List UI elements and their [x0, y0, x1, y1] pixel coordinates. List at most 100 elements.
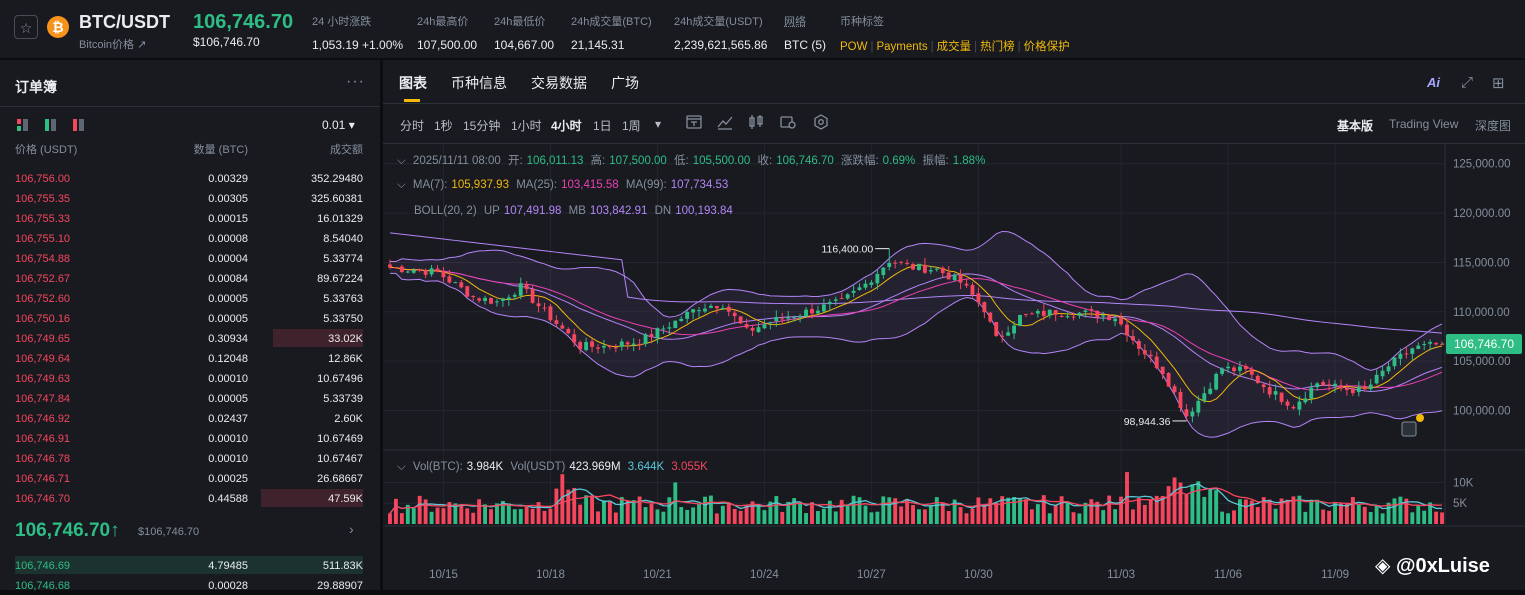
ask-row[interactable]: 106,749.63 0.00010 10.67496: [0, 368, 380, 388]
ask-price: 106,752.60: [15, 293, 71, 305]
mid-price-row[interactable]: 106,746.70↑ $106,746.70: [15, 520, 199, 542]
more-options-icon[interactable]: ···: [346, 73, 365, 90]
ask-price: 106,746.92: [15, 413, 71, 425]
expand-icon[interactable]: ⤢: [1461, 74, 1474, 91]
ai-assistant-icon[interactable]: Ai: [1427, 75, 1440, 90]
stat-label: 币种标签: [840, 16, 884, 28]
chevron-right-icon[interactable]: ›: [349, 521, 354, 537]
layout-icon[interactable]: ⊞: [1492, 75, 1505, 92]
volume-bar: [405, 504, 410, 524]
candle-body: [1024, 313, 1028, 315]
interval-1w[interactable]: 1周: [622, 119, 641, 133]
view-depth[interactable]: 深度图: [1475, 119, 1512, 133]
ask-row[interactable]: 106,750.16 0.00005 5.33750: [0, 308, 380, 328]
ask-row[interactable]: 106,752.60 0.00005 5.33763: [0, 288, 380, 308]
interval-1h[interactable]: 1小时: [511, 119, 542, 133]
legend-collapse-icon[interactable]: ⌵: [397, 155, 406, 167]
interval-15m[interactable]: 15分钟: [463, 119, 501, 133]
ask-total: 352.29480: [311, 173, 363, 185]
volume-bar: [732, 508, 737, 524]
ask-row[interactable]: 106,752.67 0.00084 89.67224: [0, 268, 380, 288]
ask-row[interactable]: 106,749.65 0.30934 33.02K: [0, 328, 380, 348]
interval-1d[interactable]: 1日: [593, 119, 612, 133]
book-mode-bids-icon[interactable]: [45, 119, 56, 131]
legend-collapse-icon[interactable]: ⌵: [397, 461, 406, 473]
tag-pow[interactable]: POW: [840, 41, 868, 53]
tab-chart[interactable]: 图表: [399, 75, 427, 91]
scroll-to-latest-icon[interactable]: [1401, 421, 1417, 437]
interval-time[interactable]: 分时: [400, 119, 425, 133]
bid-row[interactable]: 106,746.68 0.00028 29.88907: [0, 575, 380, 595]
tag-hot[interactable]: 热门榜: [980, 41, 1015, 53]
depth-bar: [273, 329, 363, 347]
interval-more-chevron-icon[interactable]: ▾: [655, 117, 662, 131]
volume-bar: [940, 502, 945, 524]
volume-bar: [429, 511, 434, 524]
volume-bar: [750, 501, 755, 524]
pair-title[interactable]: BTC/USDT: [79, 12, 170, 32]
ask-row[interactable]: 106,746.92 0.02437 2.60K: [0, 408, 380, 428]
bid-row[interactable]: 106,746.69 4.79485 511.83K: [0, 555, 380, 575]
legend-collapse-icon[interactable]: ⌵: [397, 179, 406, 191]
extreme-price-annotation: 116,400.00: [821, 244, 873, 256]
view-basic[interactable]: 基本版: [1337, 119, 1374, 133]
coin-price-link[interactable]: Bitcoin价格 ↗: [79, 39, 147, 51]
tag-volume[interactable]: 成交量: [936, 41, 972, 53]
ask-row[interactable]: 106,747.84 0.00005 5.33739: [0, 388, 380, 408]
indicator-settings-icon[interactable]: [685, 113, 703, 131]
active-tab-indicator: [404, 99, 420, 102]
candle-body: [720, 307, 725, 309]
volume-bar: [1380, 513, 1385, 524]
candle-type-icon[interactable]: [747, 113, 765, 131]
boll-band-fill: [389, 231, 1443, 438]
ask-row[interactable]: 106,749.64 0.12048 12.86K: [0, 348, 380, 368]
stat-network[interactable]: 网络 BTC (5): [784, 13, 826, 52]
ask-row[interactable]: 106,756.00 0.00329 352.29480: [0, 168, 380, 188]
candle-body: [1285, 401, 1290, 406]
ask-row[interactable]: 106,754.88 0.00004 5.33774: [0, 248, 380, 268]
candle-body: [881, 267, 886, 275]
candle-body: [1077, 312, 1082, 316]
order-book-title: 订单簿: [15, 79, 57, 95]
ask-row[interactable]: 106,746.91 0.00010 10.67469: [0, 428, 380, 448]
book-mode-asks-icon[interactable]: [73, 119, 84, 131]
volume-legend: ⌵ Vol(BTC): 3.984K Vol(USDT) 423.969M 3.64…: [397, 461, 712, 474]
line-chart-icon[interactable]: [716, 113, 734, 131]
interval-4h[interactable]: 4小时: [551, 119, 582, 133]
ask-row[interactable]: 106,755.35 0.00305 325.60381: [0, 188, 380, 208]
coin-tags: 币种标签 POW | Payments | 成交量 | 热门榜 | 价格保护: [840, 13, 1070, 54]
candlestick-chart[interactable]: 125,000.00 120,000.00 115,000.00 110,000.00…: [383, 144, 1525, 590]
ask-total: 47.59K: [328, 493, 363, 505]
volume-bar: [1166, 486, 1171, 524]
chart-settings-icon[interactable]: [812, 113, 830, 131]
ask-row[interactable]: 106,746.78 0.00010 10.67467: [0, 448, 380, 468]
ask-row[interactable]: 106,755.10 0.00008 8.54040: [0, 228, 380, 248]
volume-bar: [1041, 495, 1046, 524]
volume-bar: [946, 511, 951, 524]
volume-bar: [726, 503, 731, 524]
tab-trading-data[interactable]: 交易数据: [531, 75, 587, 91]
ask-row[interactable]: 106,746.70 0.44588 47.59K: [0, 488, 380, 508]
drawing-tools-icon[interactable]: [779, 113, 797, 131]
tab-square[interactable]: 广场: [611, 75, 639, 91]
favorite-star-icon[interactable]: ☆: [14, 15, 38, 39]
ask-row[interactable]: 106,755.33 0.00015 16.01329: [0, 208, 380, 228]
candle-body: [596, 347, 600, 349]
volume-bar: [1238, 499, 1242, 524]
view-trading-view[interactable]: Trading View: [1389, 117, 1459, 131]
tick-size-select[interactable]: 0.01 ▾: [322, 118, 355, 132]
tag-price-protection[interactable]: 价格保护: [1023, 41, 1070, 53]
tab-coin-info[interactable]: 币种信息: [451, 75, 507, 91]
price-axis-label: 115,000.00: [1453, 257, 1510, 269]
volume-bar: [780, 511, 785, 524]
tag-payments[interactable]: Payments: [876, 41, 928, 53]
ask-price: 106,746.70: [15, 493, 71, 505]
ask-quantity: 0.00329: [208, 173, 248, 185]
candle-body: [940, 267, 945, 274]
ask-total: 5.33739: [323, 393, 363, 405]
volume-bar: [744, 504, 749, 524]
interval-1s[interactable]: 1秒: [434, 119, 453, 133]
book-mode-both-icon[interactable]: [17, 119, 28, 131]
ask-row[interactable]: 106,746.71 0.00025 26.68667: [0, 468, 380, 488]
bid-price: 106,746.69: [15, 560, 71, 572]
